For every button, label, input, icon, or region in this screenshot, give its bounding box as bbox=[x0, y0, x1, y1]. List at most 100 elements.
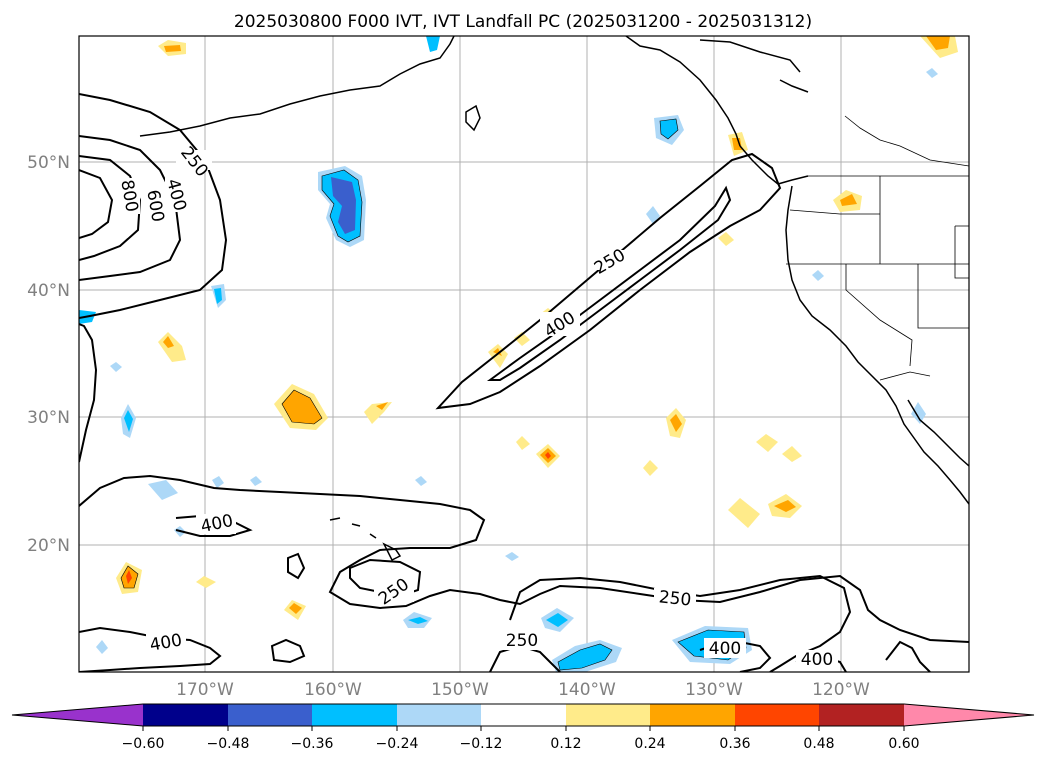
blob-neg-small-3 bbox=[212, 476, 224, 488]
alaska-panhandle bbox=[699, 39, 801, 73]
island-a bbox=[465, 104, 481, 132]
map-frame bbox=[78, 35, 970, 673]
blob-pos-30n-135w-mid bbox=[670, 414, 682, 432]
gridlines bbox=[79, 36, 969, 672]
bc-wa-coast bbox=[739, 145, 809, 185]
lat-label-30n: 30°N bbox=[27, 408, 70, 428]
blob-pos-26n-135w bbox=[643, 460, 658, 476]
colorbar-tick-label: −0.36 bbox=[291, 736, 334, 752]
contour-250-ar bbox=[435, 152, 782, 410]
blob-pos-ar-1-mid bbox=[493, 348, 502, 356]
lat-label-50n: 50°N bbox=[27, 153, 70, 173]
blob-pos-28n-145w bbox=[516, 436, 530, 450]
blob-pos-30n-160w-mid bbox=[281, 389, 323, 425]
contour-600-nw bbox=[79, 155, 142, 261]
contour-small-1 bbox=[287, 552, 306, 580]
colorbar-tick-labels: −0.60 −0.48 −0.36 −0.24 −0.12 0.12 0.24 … bbox=[122, 736, 920, 752]
blob-neg-small-4 bbox=[250, 476, 262, 486]
colorbar-bin bbox=[481, 704, 566, 726]
contour-label-250-nw: 250 bbox=[176, 143, 212, 181]
hawaii-chain bbox=[329, 517, 402, 562]
blob-neg-small-9-mid bbox=[408, 617, 428, 624]
contour-250-south-west bbox=[79, 323, 98, 463]
blob-pos-27n-143w-core bbox=[545, 452, 551, 459]
blob-pos-17n-170w bbox=[196, 576, 216, 588]
contour-label-400-se2: 400 bbox=[801, 650, 833, 670]
colorbar-tick-label: −0.24 bbox=[376, 736, 419, 752]
blob-neg-small-1 bbox=[110, 362, 122, 372]
state-borders bbox=[786, 115, 969, 381]
contour-400-ar bbox=[486, 185, 732, 381]
blob-neg-small-7 bbox=[505, 552, 519, 561]
colorbar-bin bbox=[566, 704, 650, 726]
contour-250-nw bbox=[79, 93, 228, 319]
coastlines bbox=[139, 36, 969, 562]
contour-small-2 bbox=[270, 638, 306, 664]
blob-neg-baja bbox=[911, 402, 926, 424]
colorbar-tick-label: 0.36 bbox=[719, 736, 750, 752]
colorbar-ticks bbox=[142, 726, 905, 731]
baja-gulf bbox=[907, 399, 969, 467]
map-content: 250 400 600 800 250 400 400 250 250 250 … bbox=[79, 36, 969, 672]
blob-pos-ar-2 bbox=[514, 332, 530, 346]
blob-pos-18n-174w-core bbox=[126, 570, 132, 584]
contour-label-250-s2: 250 bbox=[658, 587, 692, 610]
blob-neg-small-12 bbox=[812, 270, 824, 281]
colorbar-tick-label: 0.12 bbox=[550, 736, 581, 752]
colorbar-left-extension bbox=[12, 704, 143, 726]
blob-neg-aleutian-core bbox=[331, 177, 356, 234]
contour-label-250-s3: 250 bbox=[506, 631, 538, 651]
contour-label-backgrounds bbox=[118, 150, 838, 670]
blob-neg-south-a-mid bbox=[557, 643, 613, 671]
blob-neg-small-11 bbox=[646, 206, 660, 224]
colorbar-bin bbox=[228, 704, 312, 726]
contour-400-nw bbox=[79, 135, 182, 281]
lat-label-20n: 20°N bbox=[27, 536, 70, 556]
blob-pos-28n-126w bbox=[756, 434, 778, 452]
blob-pos-ar-4 bbox=[718, 232, 734, 246]
colorbar-bin bbox=[312, 704, 397, 726]
blob-pos-top-left-mid bbox=[164, 45, 181, 52]
blob-neg-170w-mid bbox=[214, 288, 222, 304]
longitude-labels: 170°W 160°W 150°W 140°W 130°W 120°W bbox=[176, 680, 870, 700]
blob-pos-23n-124w-mid bbox=[774, 500, 796, 512]
blob-pos-small-a bbox=[364, 402, 392, 424]
contour-label-400-se1: 400 bbox=[709, 639, 741, 659]
colorbar-right-extension bbox=[904, 704, 1034, 726]
blob-neg-small-2 bbox=[148, 480, 178, 500]
ivt-contours bbox=[79, 93, 969, 672]
colorbar-tick-label: 0.24 bbox=[634, 736, 665, 752]
blob-neg-small-10-mid bbox=[546, 613, 568, 627]
colorbar-tick-label: 0.48 bbox=[803, 736, 834, 752]
blob-pos-35n-166w bbox=[158, 332, 186, 362]
latitude-labels: 50°N 40°N 30°N 20°N bbox=[27, 153, 70, 556]
colorbar-tick-label: −0.60 bbox=[122, 736, 165, 752]
blob-pos-small-a-mid bbox=[376, 402, 388, 410]
contour-800-nw bbox=[79, 169, 114, 239]
colorbar-bin bbox=[397, 704, 481, 726]
blob-neg-30n-w-mid bbox=[124, 410, 133, 432]
colorbar-tick-label: −0.12 bbox=[460, 736, 503, 752]
colorbar-bin bbox=[819, 704, 904, 726]
colorbar-tick-label: −0.48 bbox=[207, 736, 250, 752]
alaska-coast bbox=[625, 36, 741, 147]
blob-neg-top bbox=[426, 36, 440, 52]
figure-title: 2025030800 F000 IVT, IVT Landfall PC (20… bbox=[234, 12, 812, 32]
blob-neg-small-13 bbox=[926, 68, 938, 78]
colorbar-bin bbox=[143, 704, 228, 726]
blob-pos-35n-166w-mid bbox=[163, 336, 174, 348]
contour-250-se bbox=[509, 574, 852, 672]
blob-neg-gulf-alaska-mid bbox=[659, 118, 679, 140]
lat-label-40n: 40°N bbox=[27, 281, 70, 301]
blob-pos-27n-124w bbox=[782, 446, 802, 462]
colorbar-bin bbox=[650, 704, 735, 726]
aleutian-chain bbox=[139, 36, 455, 137]
colorbar-tick-label: 0.60 bbox=[888, 736, 919, 752]
lon-label-170w: 170°W bbox=[176, 680, 234, 700]
blob-pos-bc-coast-mid bbox=[732, 138, 742, 150]
contour-400-far-se bbox=[885, 640, 931, 672]
negative-anomaly-shading bbox=[79, 36, 938, 672]
contour-400-sw bbox=[79, 626, 222, 672]
west-coast bbox=[785, 185, 969, 505]
lon-label-150w: 150°W bbox=[431, 680, 489, 700]
